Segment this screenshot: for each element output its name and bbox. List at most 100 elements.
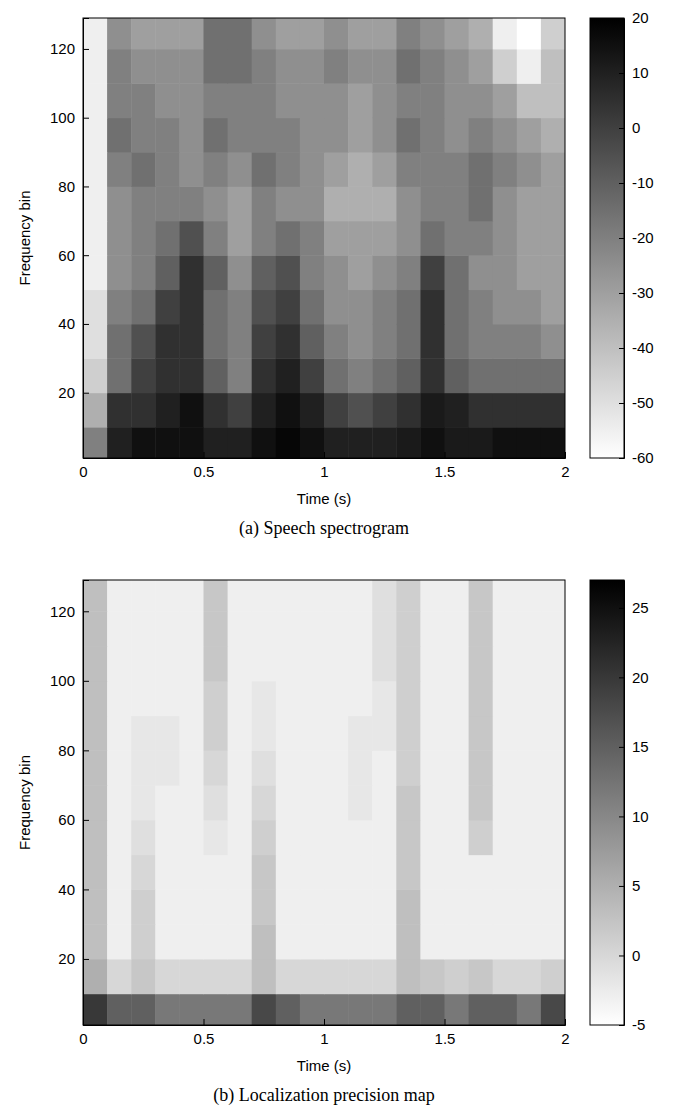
- heatmap-cell: [445, 785, 470, 820]
- heatmap-cell: [155, 785, 180, 820]
- heatmap-cell: [155, 646, 180, 681]
- heatmap-cell: [493, 820, 518, 855]
- heatmap-cell: [420, 186, 445, 221]
- heatmap-cell: [300, 83, 325, 118]
- y-tick-label: 120: [50, 603, 75, 620]
- heatmap-cell: [420, 611, 445, 646]
- heatmap-cell: [469, 889, 494, 924]
- heatmap-cell: [252, 324, 277, 359]
- heatmap-cell: [517, 49, 542, 84]
- heatmap-cell: [396, 994, 421, 1025]
- heatmap-cell: [517, 750, 542, 785]
- heatmap-cell: [83, 290, 108, 325]
- heatmap-cell: [300, 681, 325, 716]
- heatmap-cell: [396, 221, 421, 256]
- y-tick-mark: [83, 118, 89, 119]
- heatmap-cell: [396, 611, 421, 646]
- heatmap-cell: [107, 18, 132, 49]
- heatmap-cell: [276, 358, 301, 393]
- heatmap-cell: [420, 18, 445, 49]
- colorbar-tick-mark: [619, 816, 624, 817]
- y-tick-mark: [83, 49, 89, 50]
- y-tick-label: 120: [50, 40, 75, 57]
- heatmap-cell: [131, 49, 156, 84]
- heatmap-cell: [493, 994, 518, 1025]
- y-tick: 60: [58, 811, 89, 828]
- colorbar-tick-label: 20: [632, 669, 649, 686]
- y-axis: 20406080100120: [50, 581, 89, 1026]
- y-tick-label: 40: [58, 881, 75, 898]
- heatmap-cell: [372, 750, 397, 785]
- heatmap-cell: [324, 820, 349, 855]
- heatmap-cell: [324, 785, 349, 820]
- heatmap-cell: [420, 290, 445, 325]
- heatmap-cell: [541, 855, 565, 890]
- heatmap-cell: [252, 255, 277, 290]
- y-tick-mark: [83, 889, 89, 890]
- heatmap-cell: [348, 324, 373, 359]
- heatmap-cell: [300, 994, 325, 1025]
- heatmap-cell: [517, 324, 542, 359]
- heatmap-cell: [372, 889, 397, 924]
- heatmap-cell: [348, 186, 373, 221]
- heatmap-cell: [469, 820, 494, 855]
- heatmap-cell: [372, 324, 397, 359]
- heatmap-cell: [541, 324, 565, 359]
- y-tick: 120: [50, 40, 89, 57]
- heatmap-cell: [445, 611, 470, 646]
- heatmap-cell: [179, 580, 204, 612]
- heatmap-cell: [276, 255, 301, 290]
- heatmap-cell: [179, 186, 204, 221]
- colorbar-tick-label: 10: [632, 64, 649, 81]
- heatmap-cell: [276, 427, 301, 458]
- heatmap-cell: [155, 855, 180, 890]
- heatmap-cell: [517, 83, 542, 118]
- heatmap-cell: [131, 358, 156, 393]
- heatmap-cell: [83, 83, 108, 118]
- heatmap-cell: [107, 681, 132, 716]
- heatmap-cell: [179, 646, 204, 681]
- panel-caption: (b) Localization precision map: [213, 1085, 434, 1106]
- colorbar-tick-label: -5: [632, 1016, 645, 1033]
- heatmap-cell: [204, 18, 229, 49]
- heatmap-cell: [493, 427, 518, 458]
- heatmap-cell: [324, 924, 349, 959]
- heatmap-cell: [252, 959, 277, 994]
- heatmap-cell: [252, 49, 277, 84]
- heatmap-cell: [252, 118, 277, 153]
- heatmap-cell: [228, 49, 253, 84]
- heatmap-cell: [107, 889, 132, 924]
- x-tick-label: 0: [79, 463, 87, 480]
- colorbar-tick-label: 0: [632, 119, 640, 136]
- heatmap-cell: [204, 959, 229, 994]
- colorbar-tick: 10: [619, 808, 649, 825]
- heatmap-cell: [204, 580, 229, 612]
- heatmap-cell: [276, 152, 301, 187]
- heatmap-cell: [541, 152, 565, 187]
- heatmap-cell: [445, 290, 470, 325]
- heatmap-cell: [252, 785, 277, 820]
- y-tick-label: 60: [58, 246, 75, 263]
- heatmap-cell: [155, 358, 180, 393]
- heatmap-cell: [493, 924, 518, 959]
- heatmap-cell: [420, 820, 445, 855]
- heatmap-cell: [83, 855, 108, 890]
- heatmap-cell: [131, 750, 156, 785]
- heatmap-cell: [276, 716, 301, 751]
- heatmap-cell: [372, 959, 397, 994]
- colorbar-tick-label: 5: [632, 877, 640, 894]
- colorbar-tick: 5: [619, 877, 640, 894]
- heatmap-cell: [83, 646, 108, 681]
- x-tick-mark: [204, 452, 205, 458]
- heatmap-cell: [252, 924, 277, 959]
- heatmap-cell: [396, 924, 421, 959]
- heatmap-cell: [420, 750, 445, 785]
- heatmap-cell: [541, 611, 565, 646]
- colorbar-tick-mark: [619, 18, 624, 19]
- heatmap-cell: [493, 255, 518, 290]
- heatmap-cell: [541, 716, 565, 751]
- colorbar-tick-label: -10: [632, 174, 654, 191]
- heatmap-cell: [179, 889, 204, 924]
- heatmap-cell: [517, 855, 542, 890]
- heatmap-cell: [276, 681, 301, 716]
